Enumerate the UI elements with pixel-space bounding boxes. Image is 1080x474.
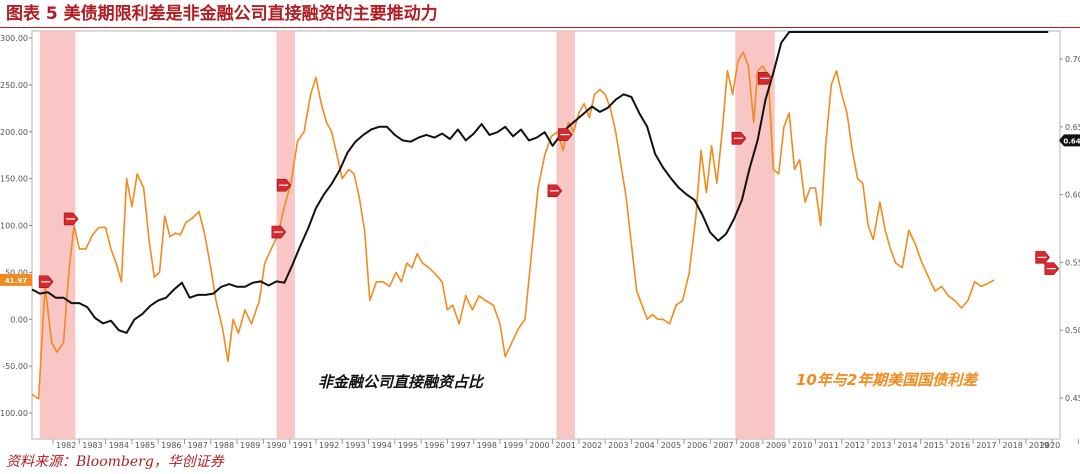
figure-title: 图表 5 美债期限利差是非金融公司直接融资的主要推动力: [6, 4, 438, 24]
axes: 300.00 250.00 200.00 150.00 100.00 50.00 0.00 -…: [0, 34, 1080, 450]
left-tick-label: -50.00: [2, 362, 28, 371]
left-tick-label: -100.00: [0, 409, 28, 418]
x-tick-label: 2012: [845, 441, 865, 450]
right-tick-label: 0.45: [1065, 394, 1080, 403]
left-tick-label: 200.00: [0, 128, 28, 137]
x-tick-label: 2017: [976, 441, 996, 450]
right-tick-label: 0.55: [1065, 258, 1080, 267]
left-tick-label: 50.00: [5, 268, 28, 277]
x-tick-label: 2008: [740, 441, 760, 450]
x-tick-label: 1992: [319, 441, 339, 450]
x-tick-label: 1999: [503, 441, 523, 450]
left-tick-label: 150.00: [0, 175, 28, 184]
x-tick-label: 2003: [608, 441, 628, 450]
ratio-end-label: 0.64: [1063, 137, 1080, 145]
left-tick-label: 250.00: [0, 81, 28, 90]
x-tick-label: 2016: [950, 441, 970, 450]
x-tick-label: 2004: [634, 441, 654, 450]
x-tick-label: 1996: [424, 441, 444, 450]
right-tick-label: 0.60: [1065, 191, 1080, 200]
series-line-spread: [31, 51, 995, 400]
x-tick-label: 2005: [661, 441, 681, 450]
end-labels: 41.97 0.64: [0, 134, 1080, 286]
title-divider: [0, 27, 1080, 28]
series-lines: [31, 31, 1049, 400]
x-tick-label: 1984: [109, 441, 129, 450]
x-tick-label: 1986: [161, 441, 181, 450]
x-tick-label: 2007: [713, 441, 733, 450]
x-tick-label: 1983: [82, 441, 102, 450]
x-tick-label: 1987: [187, 441, 207, 450]
x-tick-label: 2009: [766, 441, 786, 450]
right-tick-label: 0.50: [1065, 326, 1080, 335]
ratio-end-tag: [1059, 134, 1080, 147]
x-tick-label: 2006: [687, 441, 707, 450]
x-tick-label: 2013: [871, 441, 891, 450]
x-tick-label: 2014: [897, 441, 917, 450]
x-tick-label: 1985: [135, 441, 155, 450]
x-tick-label: 1989: [240, 441, 260, 450]
annotation-ratio: 非金融公司直接融资占比: [318, 373, 485, 391]
left-tick-label: 0.00: [10, 315, 28, 324]
x-tick-label: 1991: [293, 441, 313, 450]
x-tick-label: 1990: [266, 441, 286, 450]
x-tick-label: 1994: [371, 441, 391, 450]
markers: [38, 72, 1060, 289]
recession-band-1: [276, 31, 295, 439]
x-tick-label: 2011: [818, 441, 838, 450]
source-note: 资料来源：Bloomberg，华创证券: [6, 454, 224, 470]
x-tick-label: 1982: [56, 441, 76, 450]
x-tick-label: 2000: [529, 441, 549, 450]
x-tick-label: 1997: [450, 441, 470, 450]
right-tick-label: 0.65: [1065, 123, 1080, 132]
recession-band-0: [39, 31, 76, 439]
x-tick-label: 2020: [1040, 441, 1060, 450]
x-tick-label: 2001: [556, 441, 576, 450]
x-tick-label: 2010: [792, 441, 812, 450]
x-tick-label: 2019: [1029, 441, 1049, 450]
x-tick-label: 1998: [477, 441, 497, 450]
x-tick-label: 1993: [345, 441, 365, 450]
left-tick-label: 100.00: [0, 222, 28, 231]
annotation-spread: 10年与2年期美国国债利差: [796, 371, 979, 389]
x-tick-label: 1988: [214, 441, 234, 450]
x-tick-label: 2002: [582, 441, 602, 450]
chart: 300.00 250.00 200.00 150.00 100.00 50.00 0.00 -…: [0, 30, 1080, 450]
spread-end-tag: [0, 273, 32, 286]
x-tick-label: 2018: [1002, 441, 1022, 450]
x-tick-label: 2015: [924, 441, 944, 450]
plot-frame: [31, 30, 1061, 440]
right-tick-label: 0.70: [1065, 55, 1080, 64]
recession-band-2: [556, 31, 575, 439]
series-line-ratio: [31, 31, 1049, 334]
left-tick-label: 300.00: [0, 34, 28, 43]
spread-end-label: 41.97: [5, 277, 27, 285]
x-tick-label: 1995: [398, 441, 418, 450]
